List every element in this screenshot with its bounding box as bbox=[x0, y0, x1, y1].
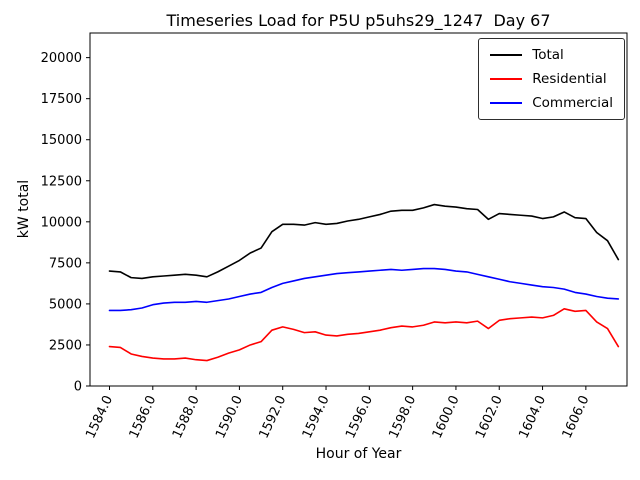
y-tick-label: 0 bbox=[74, 380, 82, 395]
y-tick-label: 20000 bbox=[41, 51, 82, 66]
residential-line bbox=[108, 308, 620, 362]
legend-label-residential: Residential bbox=[532, 71, 607, 87]
legend-entry-commercial: Commercial bbox=[490, 95, 613, 111]
legend-label-commercial: Commercial bbox=[532, 95, 613, 111]
y-tick-label: 2500 bbox=[49, 338, 82, 353]
y-tick-label: 15000 bbox=[41, 133, 82, 148]
y-tick-label: 17500 bbox=[41, 92, 82, 107]
legend-entry-residential: Residential bbox=[490, 71, 613, 87]
legend: Total Residential Commercial bbox=[478, 38, 625, 120]
x-tick-label: 1594.0 bbox=[300, 393, 333, 441]
total-line bbox=[108, 203, 620, 280]
axes-frame bbox=[89, 32, 628, 387]
x-tick-label: 1596.0 bbox=[343, 393, 376, 441]
x-tick-label: 1590.0 bbox=[213, 393, 246, 441]
x-tick-label: 1592.0 bbox=[257, 393, 290, 441]
x-tick-label: 1598.0 bbox=[386, 393, 419, 441]
commercial-line bbox=[108, 267, 620, 312]
legend-label-total: Total bbox=[532, 47, 564, 63]
y-tick-label: 12500 bbox=[41, 174, 82, 189]
x-tick-label: 1606.0 bbox=[560, 393, 593, 441]
total-line-swatch bbox=[490, 54, 523, 56]
x-tick-label: 1602.0 bbox=[473, 393, 506, 441]
x-axis-label: Hour of Year bbox=[315, 446, 402, 462]
x-tick-label: 1600.0 bbox=[430, 393, 463, 441]
y-tick-label: 10000 bbox=[41, 215, 82, 230]
commercial-line-swatch bbox=[490, 102, 523, 104]
x-tick-label: 1586.0 bbox=[127, 393, 160, 441]
y-tick-label: 5000 bbox=[49, 297, 82, 312]
legend-entry-total: Total bbox=[490, 47, 613, 63]
x-tick-label: 1588.0 bbox=[170, 393, 203, 441]
x-tick-label: 1584.0 bbox=[83, 393, 116, 441]
residential-line-swatch bbox=[490, 78, 523, 80]
x-tick-label: 1604.0 bbox=[516, 393, 549, 441]
y-tick-label: 7500 bbox=[49, 256, 82, 271]
chart-title: Timeseries Load for P5U p5uhs29_1247 Day… bbox=[166, 11, 551, 30]
